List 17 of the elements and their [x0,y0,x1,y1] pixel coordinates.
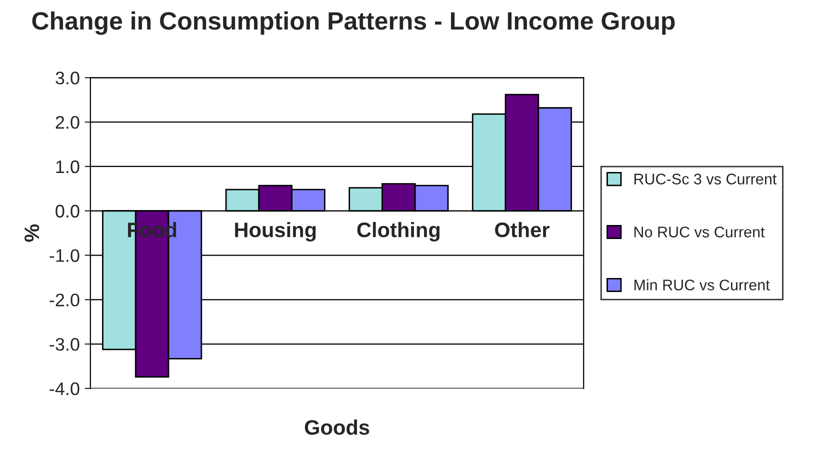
legend-label: No RUC vs Current [634,226,765,238]
y-tick-label: 2.0 [56,116,80,129]
y-tick-label: -2.0 [50,294,80,306]
x-tick-label: Other [495,222,550,238]
y-tick-label: -3.0 [50,338,80,351]
y-axis-title: % [24,224,40,242]
x-tick-label: Housing [235,222,316,242]
y-tick-label: -4.0 [50,382,80,396]
y-tick-label: 0.0 [56,204,80,218]
y-tick-label: 3.0 [56,72,80,84]
y-tick-label: 1.0 [56,160,80,174]
legend-label: Min RUC vs Current [634,279,770,290]
legend-label: RUC-Sc 3 vs Current [634,174,777,184]
x-tick-label: Clothing [357,222,440,242]
y-tick-label: -1.0 [50,249,80,262]
x-axis-title: Goods [304,420,370,435]
chart-title: Change in Consumption Patterns - Low Income Group [32,11,675,35]
